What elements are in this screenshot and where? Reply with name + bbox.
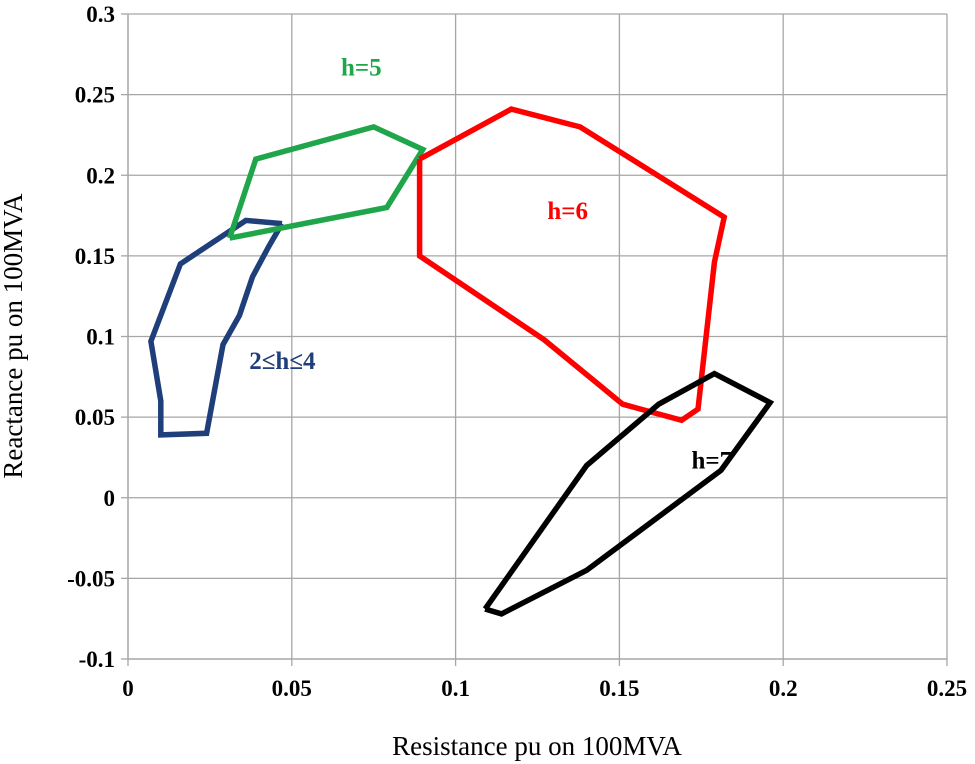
series-outline-h-6	[416, 106, 728, 424]
x-tick-label: 0.2	[769, 676, 798, 701]
y-tick-label: 0.05	[75, 405, 115, 430]
series-outline-h-7	[482, 370, 775, 617]
series-label-h-7: h=7	[691, 448, 732, 475]
y-tick-label: -0.05	[67, 566, 115, 591]
series-label-h-5: h=5	[341, 54, 382, 81]
region-labels: 2≤h≤4 h=5 h=6 h=7	[249, 54, 732, 474]
y-tick-label: 0.1	[86, 325, 115, 350]
y-tick-label: 0	[104, 486, 116, 511]
series-outline-2-h-4	[148, 217, 285, 438]
series-group	[148, 106, 775, 617]
y-axis-title: Reactance pu on 100MVA	[0, 193, 28, 479]
y-tick-labels: -0.1 -0.05 0 0.05 0.1 0.15 0.2 0.25 0.3	[67, 2, 115, 672]
x-axis-title: Resistance pu on 100MVA	[392, 731, 682, 761]
x-tick-label: 0.05	[272, 676, 312, 701]
x-tick-label: 0.15	[599, 676, 639, 701]
series-outline-h-5	[226, 123, 427, 241]
y-tick-label: 0.15	[75, 244, 115, 269]
x-tick-label: 0.1	[441, 676, 470, 701]
y-tick-label: 0.2	[86, 163, 115, 188]
x-tick-label: 0.25	[927, 676, 967, 701]
series-label-h-6: h=6	[547, 198, 588, 225]
x-tick-labels: 0 0.05 0.1 0.15 0.2 0.25	[122, 676, 967, 701]
axes	[121, 13, 948, 666]
gridlines	[128, 13, 948, 659]
series-label-2-h-4: 2≤h≤4	[249, 348, 316, 375]
y-tick-label: 0.25	[75, 83, 115, 108]
x-tick-label: 0	[122, 676, 134, 701]
y-tick-label: -0.1	[79, 647, 115, 672]
y-tick-label: 0.3	[86, 2, 115, 27]
